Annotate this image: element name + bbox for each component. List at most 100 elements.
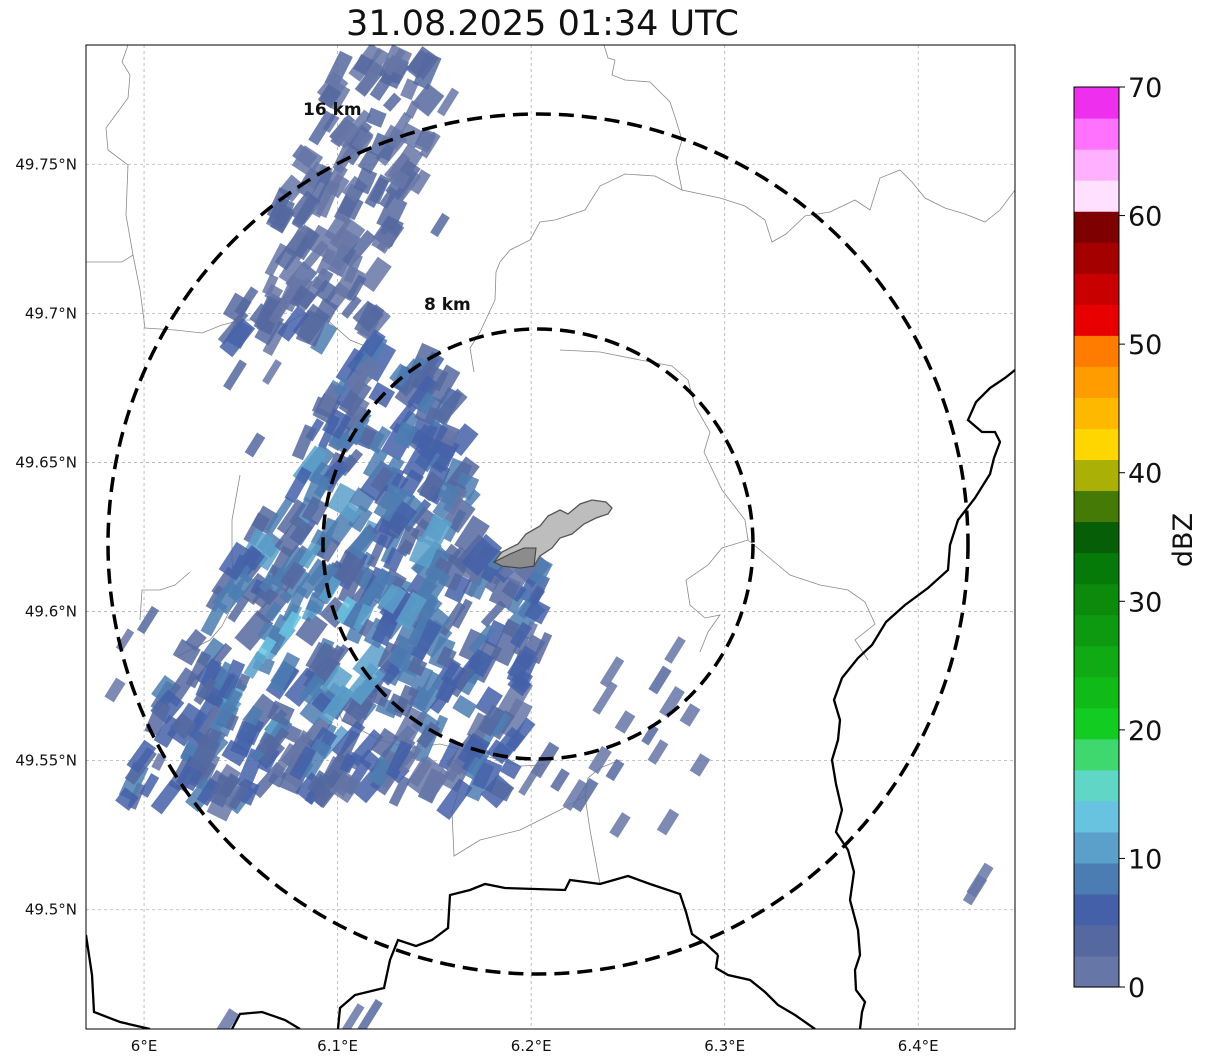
- radar-echo-cell: [444, 572, 471, 604]
- colorbar-segment: [1074, 211, 1119, 243]
- radar-echo-cell: [169, 712, 197, 740]
- radar-echo-cell: [341, 685, 378, 731]
- radar-echo-cell: [319, 684, 354, 725]
- radar-echo-cell: [227, 594, 250, 623]
- radar-echo-cell: [402, 442, 437, 483]
- radar-echo-cell: [383, 547, 405, 573]
- radar-echo-cell: [592, 681, 618, 715]
- radar-echo-cell: [295, 612, 328, 647]
- radar-echo-cell: [267, 700, 295, 727]
- radar-echo-cell: [150, 779, 183, 815]
- radar-echo-cell: [318, 576, 342, 604]
- radar-echo-cell: [370, 727, 399, 759]
- radar-echo-cell: [242, 547, 265, 571]
- lat-tick-label: 49.7°N: [25, 304, 77, 322]
- radar-echo-cell: [335, 347, 365, 384]
- radar-echo-cell: [599, 656, 625, 688]
- radar-echo-cell: [341, 448, 364, 473]
- radar-echo-cell: [198, 704, 222, 736]
- radar-echo-cell: [215, 688, 243, 728]
- radar-echo-cell: [348, 526, 378, 560]
- radar-echo-cell: [299, 674, 325, 705]
- radar-echo-cell: [348, 729, 384, 767]
- colorbar-ticks: 0 10 20 30 40 50 60 70: [1119, 73, 1162, 1004]
- colorbar-segment: [1074, 738, 1119, 771]
- radar-echo-cell: [444, 757, 466, 783]
- radar-echo-cell: [258, 573, 277, 593]
- colorbar-segment: [1074, 242, 1119, 274]
- radar-echo-cell: [313, 478, 331, 499]
- colorbar-segment: [1074, 87, 1119, 119]
- lat-tick-label: 49.55°N: [15, 752, 77, 770]
- lat-tick-label: 49.6°N: [25, 603, 77, 621]
- radar-echo-cell: [385, 740, 413, 780]
- radar-echo-cell: [235, 673, 251, 692]
- radar-echo-cell: [498, 698, 533, 741]
- radar-echo-cell: [388, 775, 411, 807]
- radar-echo-cell: [436, 646, 457, 669]
- radar-echo-cell: [265, 496, 294, 534]
- radar-echo-cell: [277, 306, 310, 342]
- colorbar-segment: [1074, 893, 1119, 926]
- lon-tick-label: 6.1°E: [317, 1037, 358, 1055]
- colorbar-segment: [1074, 676, 1119, 709]
- radar-echo-cell: [280, 561, 307, 590]
- admin-boundary-line: [86, 45, 134, 263]
- radar-echo-cell: [405, 755, 445, 797]
- radar-echo-cell: [255, 540, 282, 571]
- radar-echo-cell: [379, 186, 399, 209]
- colorbar-segment: [1074, 583, 1119, 616]
- radar-echo-cell: [192, 692, 224, 730]
- radar-echo-cell: [414, 127, 437, 153]
- radar-echo-cell: [419, 354, 440, 379]
- radar-echo-cell: [562, 778, 588, 812]
- radar-echo-cell: [407, 375, 440, 412]
- radar-echo-cell: [313, 297, 339, 324]
- radar-echo-cell: [333, 264, 366, 302]
- colorbar-segment: [1074, 180, 1119, 212]
- radar-echo-cell: [126, 739, 157, 774]
- map-frame: [85, 44, 1016, 1030]
- radar-echo-cell: [384, 48, 406, 76]
- radar-echo-cell: [528, 586, 546, 606]
- radar-echo-cell: [463, 489, 481, 508]
- radar-echo-cell: [962, 874, 988, 906]
- radar-echo-cell: [343, 253, 363, 284]
- colorbar-segment: [1074, 769, 1119, 802]
- radar-echo-cell: [379, 586, 418, 627]
- radar-echo-cell: [282, 585, 308, 624]
- colorbar-tick-label: 70: [1128, 73, 1162, 104]
- colorbar-segment: [1074, 614, 1119, 647]
- radar-echo-cell: [264, 601, 283, 622]
- colorbar-segment: [1074, 459, 1119, 492]
- radar-echo-cell: [394, 367, 432, 409]
- radar-echo-cell: [398, 745, 422, 775]
- radar-echo-cell: [353, 167, 378, 195]
- colorbar-segment: [1074, 118, 1119, 150]
- radar-echo-cell: [348, 487, 376, 513]
- lon-tick-label: 6.2°E: [511, 1037, 552, 1055]
- colorbar-segment: [1074, 366, 1119, 398]
- radar-echo-cell: [451, 598, 473, 629]
- colorbar-tick-label: 50: [1128, 330, 1162, 361]
- radar-echo-cell: [249, 303, 272, 327]
- radar-echo-cell: [211, 661, 234, 691]
- radar-echo-cell: [387, 640, 415, 670]
- radar-echo-cell: [436, 778, 473, 820]
- radar-echo-cell: [144, 700, 171, 737]
- radar-echo-cell: [268, 651, 301, 694]
- radar-echo-cell: [370, 466, 394, 493]
- radar-echo-cell: [379, 530, 397, 550]
- radar-echo-cell: [609, 812, 631, 838]
- radar-echo-cell: [291, 194, 319, 230]
- lat-tick-label: 49.65°N: [15, 453, 77, 471]
- radar-echo-cell: [363, 567, 397, 604]
- radar-echo-cell: [524, 598, 551, 625]
- radar-echo-cell: [151, 753, 167, 771]
- colorbar-tick-label: 20: [1128, 716, 1162, 747]
- radar-echo-cell: [411, 83, 445, 117]
- radar-echo-cell: [329, 217, 366, 256]
- radar-echo-cell: [284, 667, 322, 708]
- radar-echo-cell: [432, 495, 455, 520]
- radar-echo-cell: [322, 665, 353, 697]
